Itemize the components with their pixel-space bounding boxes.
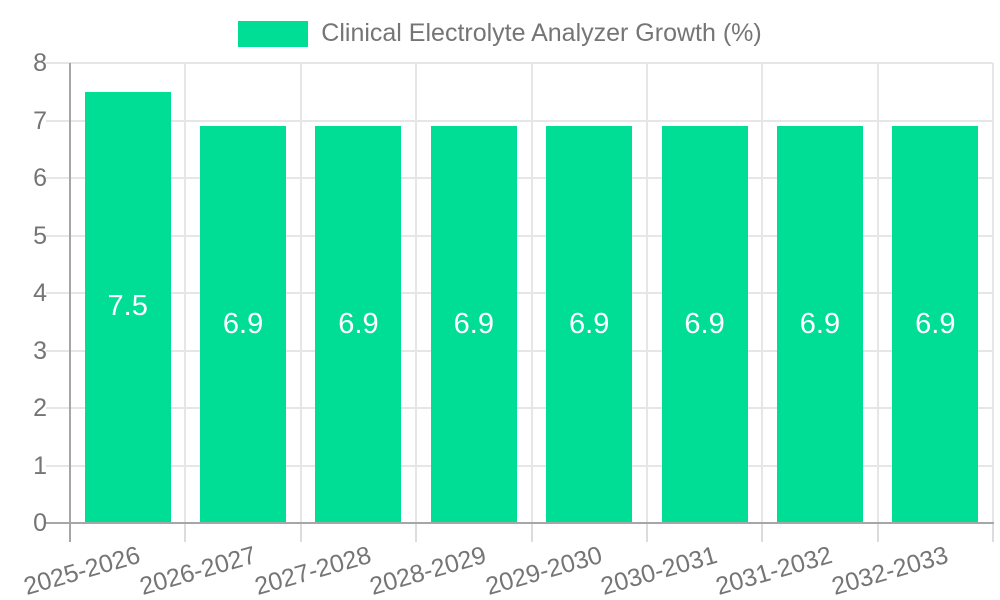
legend-label: Clinical Electrolyte Analyzer Growth (%) bbox=[321, 19, 762, 47]
x-axis-category-label: 2030-2031 bbox=[597, 541, 721, 600]
y-axis-tick bbox=[46, 234, 70, 237]
legend: Clinical Electrolyte Analyzer Growth (%) bbox=[0, 19, 1000, 48]
bar-value-label: 6.9 bbox=[684, 307, 725, 340]
x-axis-category-label: 2027-2028 bbox=[251, 541, 375, 600]
x-axis-category-label: 2029-2030 bbox=[482, 541, 605, 600]
y-axis-tick-label: 1 bbox=[33, 451, 47, 480]
x-axis-category-label: 2031-2032 bbox=[713, 541, 836, 600]
bar[interactable]: 6.9 bbox=[200, 126, 287, 522]
bar-value-label: 6.9 bbox=[453, 307, 494, 340]
gridline-v bbox=[645, 63, 648, 523]
y-axis-line bbox=[69, 63, 71, 542]
y-axis-tick bbox=[46, 522, 70, 524]
x-axis-category-label: 2025-2026 bbox=[20, 541, 144, 600]
y-axis-tick-label: 4 bbox=[33, 279, 47, 307]
bar[interactable]: 6.9 bbox=[661, 126, 748, 522]
y-axis-tick-label: 0 bbox=[33, 509, 47, 537]
y-axis-tick bbox=[46, 292, 70, 294]
x-axis-category-label: 2028-2029 bbox=[366, 541, 490, 600]
bar-value-label: 6.9 bbox=[915, 307, 956, 340]
x-axis-line bbox=[69, 522, 994, 524]
y-axis-tick-label: 5 bbox=[33, 221, 47, 250]
y-axis-tick-label: 8 bbox=[33, 49, 47, 77]
bar[interactable]: 6.9 bbox=[776, 126, 863, 522]
gridline-v bbox=[299, 63, 302, 523]
x-axis-tick bbox=[415, 524, 418, 542]
y-axis-tick bbox=[46, 62, 70, 64]
gridline-v bbox=[876, 63, 879, 523]
y-axis-tick-label: 3 bbox=[33, 336, 47, 365]
x-axis-tick bbox=[299, 524, 302, 542]
gridline-v bbox=[184, 63, 187, 523]
x-axis-tick bbox=[761, 524, 764, 542]
bar-value-label: 6.9 bbox=[338, 307, 379, 340]
y-axis-tick bbox=[46, 177, 70, 179]
y-axis-tick-label: 2 bbox=[33, 394, 47, 422]
x-axis-tick bbox=[645, 524, 648, 542]
y-axis-tick bbox=[46, 407, 70, 409]
bar[interactable]: 6.9 bbox=[430, 126, 517, 522]
y-axis-tick bbox=[46, 464, 70, 467]
gridline-v bbox=[415, 63, 418, 523]
gridline-v bbox=[530, 63, 533, 523]
x-axis-tick bbox=[876, 524, 879, 542]
bar-value-label: 7.5 bbox=[107, 290, 148, 323]
bar[interactable]: 6.9 bbox=[315, 126, 402, 522]
bar-value-label: 6.9 bbox=[569, 307, 610, 340]
y-axis-tick-label: 7 bbox=[33, 106, 47, 135]
bar[interactable]: 6.9 bbox=[546, 126, 633, 522]
bar[interactable]: 6.9 bbox=[892, 126, 979, 522]
x-axis-category-label: 2026-2027 bbox=[136, 541, 259, 600]
bar[interactable]: 7.5 bbox=[84, 91, 171, 522]
x-axis-category-label: 2032-2033 bbox=[828, 541, 952, 600]
y-axis-tick-label: 6 bbox=[33, 164, 47, 192]
gridline-v bbox=[761, 63, 764, 523]
x-axis-tick bbox=[530, 524, 533, 542]
legend-swatch bbox=[238, 20, 309, 47]
x-axis-tick bbox=[992, 524, 994, 542]
gridline-v bbox=[992, 63, 994, 523]
x-axis-tick bbox=[184, 524, 187, 542]
y-axis-tick bbox=[46, 119, 70, 122]
bar-value-label: 6.9 bbox=[799, 307, 841, 340]
bar-value-label: 6.9 bbox=[222, 307, 264, 340]
y-axis-tick bbox=[46, 349, 70, 352]
